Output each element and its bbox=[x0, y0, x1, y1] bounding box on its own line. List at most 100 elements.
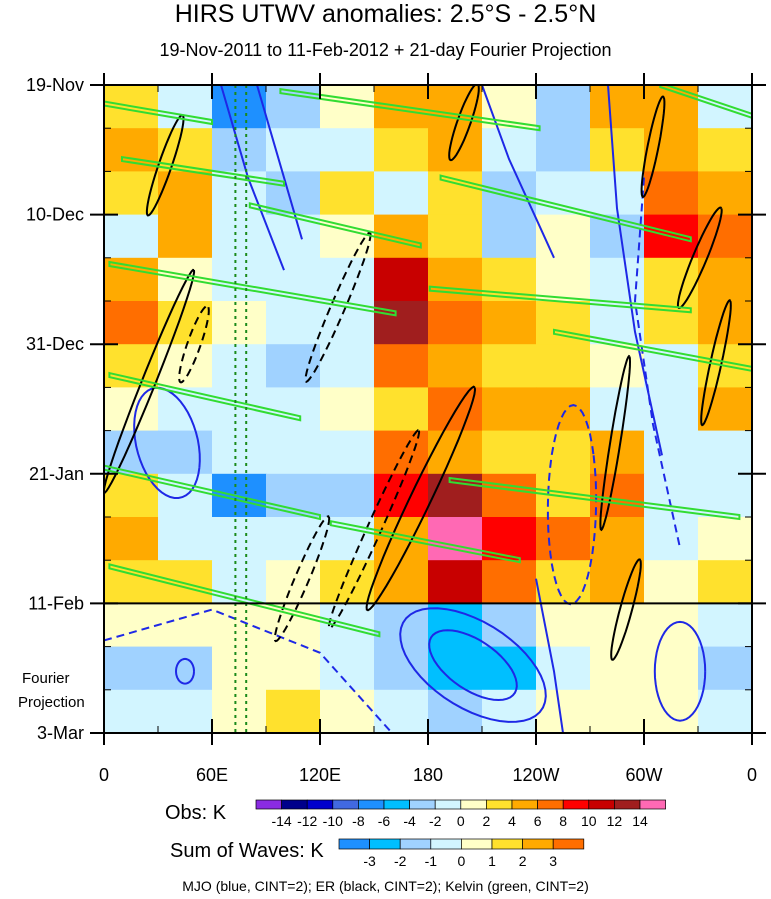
obs-colorbar-tick-label: 6 bbox=[534, 813, 542, 829]
obs-colorbar-tick-label: 4 bbox=[508, 813, 516, 829]
heatmap-cell bbox=[266, 387, 321, 432]
heatmap-cell bbox=[104, 301, 159, 345]
er-contour bbox=[599, 354, 632, 532]
heatmap-cell bbox=[320, 85, 375, 129]
projection-cell bbox=[482, 646, 537, 691]
obs-colorbar-swatch bbox=[255, 799, 282, 810]
heatmap-cell bbox=[590, 257, 645, 302]
heatmap-cell bbox=[320, 344, 375, 388]
heatmap-cell bbox=[536, 171, 591, 216]
waves-colorbar-tick-label: -1 bbox=[425, 853, 438, 869]
heatmap-cell bbox=[536, 517, 591, 561]
chart-subtitle: 19-Nov-2011 to 11-Feb-2012 + 21-day Four… bbox=[159, 40, 612, 60]
heatmap-cell bbox=[374, 387, 429, 432]
obs-colorbar-swatch bbox=[409, 799, 436, 810]
projection-cell bbox=[644, 646, 699, 691]
heatmap-cell bbox=[590, 85, 645, 129]
x-tick-label: 180 bbox=[413, 765, 443, 785]
heatmap-cell bbox=[158, 214, 213, 259]
heatmap-cell bbox=[698, 430, 752, 475]
projection-cell bbox=[212, 646, 267, 691]
projection-cell bbox=[536, 689, 591, 733]
heatmap-cell bbox=[698, 560, 752, 604]
obs-colorbar-swatch bbox=[383, 799, 410, 810]
heatmap-cell bbox=[536, 85, 591, 129]
heatmap-cell bbox=[536, 344, 591, 388]
heatmap-cell bbox=[320, 430, 375, 475]
obs-colorbar-tick-label: 8 bbox=[559, 813, 567, 829]
obs-colorbar-tick-label: 0 bbox=[457, 813, 465, 829]
x-tick-label: 60E bbox=[196, 765, 228, 785]
heatmap-cell bbox=[698, 387, 752, 432]
heatmap-cell bbox=[158, 171, 213, 216]
kelvin-contour bbox=[553, 328, 752, 372]
heatmap-cell bbox=[644, 517, 699, 561]
mjo-contour bbox=[133, 386, 201, 499]
kelvin-contour bbox=[104, 100, 213, 126]
y-tick-label: 19-Nov bbox=[26, 75, 84, 95]
x-tick-label: 60W bbox=[625, 765, 662, 785]
heatmap-cell bbox=[698, 128, 752, 172]
axes: 19-Nov 10-Dec 31-Dec 21-Jan 11-Feb 3-Mar 0 60E 1… bbox=[26, 73, 766, 785]
obs-colorbar-swatch bbox=[358, 799, 385, 810]
wave-contours bbox=[104, 85, 752, 733]
waves-colorbar-tick-label: 2 bbox=[519, 853, 527, 869]
heatmap-cell bbox=[536, 560, 591, 604]
projection-label: Fourier bbox=[22, 670, 70, 687]
heatmap-cell bbox=[590, 387, 645, 432]
waves-colorbar-swatch bbox=[430, 838, 462, 850]
heatmap-cell bbox=[158, 517, 213, 561]
heatmap-cell bbox=[266, 128, 321, 172]
projection-label: Projection bbox=[18, 694, 85, 711]
mjo-contour bbox=[428, 629, 518, 702]
heatmap-cell bbox=[212, 214, 267, 259]
heatmap-cell bbox=[266, 517, 321, 561]
mjo-contour bbox=[546, 404, 598, 606]
heatmap-cell bbox=[698, 257, 752, 302]
heatmap-cell bbox=[374, 214, 429, 259]
projection-cell bbox=[266, 646, 321, 691]
heatmap-cell bbox=[374, 128, 429, 172]
heatmap-cell bbox=[266, 430, 321, 475]
waves-colorbar-tick-label: 3 bbox=[549, 853, 557, 869]
mjo-contour bbox=[607, 85, 663, 456]
heatmap-cell bbox=[104, 517, 159, 561]
heatmap-cell bbox=[644, 430, 699, 475]
waves-colorbar-swatch bbox=[399, 838, 432, 850]
heatmap-cell bbox=[428, 344, 483, 388]
waves-colorbar-tick-label: 0 bbox=[458, 853, 466, 869]
projection-cell bbox=[104, 646, 159, 691]
obs-colorbar-swatch bbox=[434, 799, 462, 810]
obs-colorbar-swatch bbox=[306, 799, 334, 810]
er-contour bbox=[700, 299, 732, 427]
mjo-contour bbox=[481, 85, 555, 259]
obs-colorbar-swatch bbox=[614, 799, 641, 810]
heatmap-cell bbox=[590, 473, 645, 518]
heatmap-cell bbox=[104, 214, 159, 259]
heatmap-cell bbox=[482, 301, 537, 345]
heatmap-cell bbox=[536, 301, 591, 345]
obs-colorbar-swatch bbox=[281, 799, 308, 810]
obs-colorbar-tick-label: -10 bbox=[323, 813, 343, 829]
chart-title: HIRS UTWV anomalies: 2.5°S - 2.5°N bbox=[174, 0, 597, 28]
waves-colorbar-swatch bbox=[461, 838, 493, 850]
heatmap-cell bbox=[212, 517, 267, 561]
obs-colorbar-tick-label: -4 bbox=[403, 813, 416, 829]
projection-cell bbox=[590, 689, 645, 733]
heatmap-cell bbox=[212, 85, 267, 129]
kelvin-contour bbox=[108, 260, 397, 317]
er-contour bbox=[610, 558, 642, 661]
heatmap-cell bbox=[536, 387, 591, 432]
heatmap-cell bbox=[428, 560, 483, 604]
heatmap-cell bbox=[266, 344, 321, 388]
waves-colorbar-swatch bbox=[552, 838, 585, 850]
projection-cell bbox=[698, 689, 752, 733]
heatmap-cell bbox=[320, 257, 375, 302]
projection-cell bbox=[590, 603, 645, 648]
obs-colorbar-label: Obs: K bbox=[165, 802, 227, 824]
y-tick-label: 10-Dec bbox=[26, 205, 84, 225]
obs-colorbar-tick-label: 12 bbox=[607, 813, 623, 829]
heatmap-cell bbox=[374, 560, 429, 604]
obs-colorbar-tick-label: -8 bbox=[352, 813, 365, 829]
obs-colorbar-tick-label: -6 bbox=[378, 813, 391, 829]
